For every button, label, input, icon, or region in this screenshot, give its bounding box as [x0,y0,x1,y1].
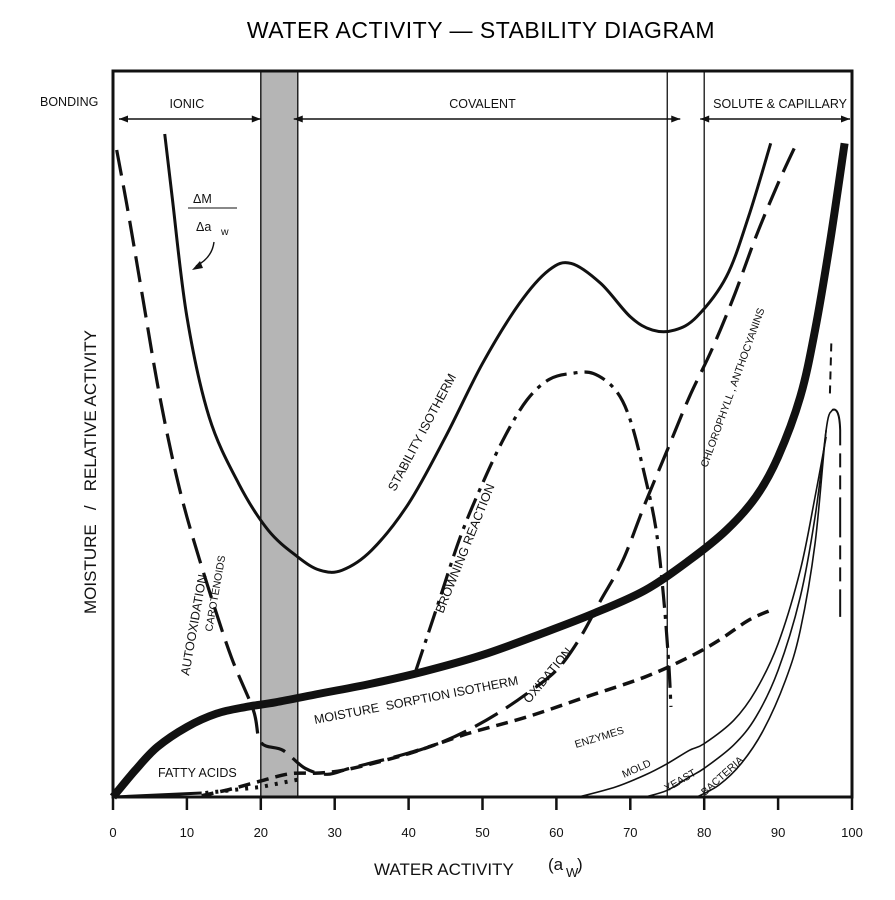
series-autooxidation-carotenoids [115,149,439,776]
data-series [109,133,849,800]
series-stability-isotherm [163,133,773,574]
series-oxidation-chlorophyll-anthocyanins [408,142,799,756]
derivative-annotation: ΔM Δa w [188,192,237,270]
x-tick-label: 10 [180,825,194,840]
shaded-transition-band [260,70,299,798]
curved-arrow-icon [195,241,215,267]
series-mold [578,436,827,798]
x-axis-symbol-close: ) [577,855,583,874]
x-tick-label: 60 [549,825,563,840]
delta-aw-subscript: w [220,226,229,238]
arrowhead-icon [119,115,128,123]
curve-labels: STABILITY ISOTHERM BROWNING REACTION AUT… [158,306,767,798]
label-yeast: YEAST [663,767,699,795]
delta-aw-label: Δa [196,220,211,234]
series-fatty-acids [112,791,202,799]
arrowhead-icon [700,115,710,123]
label-oxidation: OXIDATION [521,645,575,706]
series-bacteria-top-dash [828,343,833,397]
x-tick-label: 20 [254,825,268,840]
series-bacteria-tail [831,408,842,617]
x-axis-label: WATER ACTIVITY [374,860,514,879]
x-axis-symbol-sub: W [566,865,579,880]
series-moisture-sorption-isotherm [109,142,849,800]
delta-m-label: ΔM [193,192,212,206]
chart-title: WATER ACTIVITY — STABILITY DIAGRAM [247,17,715,43]
series-fatty-acids-dotted [205,777,299,795]
series-enzymes [201,608,772,798]
x-tick-label: 70 [623,825,637,840]
x-axis-symbol: (a [548,855,564,874]
x-tick-label: 30 [327,825,341,840]
series-bacteria [696,409,833,798]
x-tick-label: 0 [109,825,116,840]
bonding-regions: IONIC COVALENT SOLUTE & CAPILLARY [119,97,850,123]
x-tick-label: 50 [475,825,489,840]
x-tick-label: 100 [841,825,863,840]
y-axis-label: MOISTURE / RELATIVE ACTIVITY [81,330,100,614]
bonding-region-label: SOLUTE & CAPILLARY [713,97,848,111]
label-mold: MOLD [620,757,653,780]
x-tick-label: 90 [771,825,785,840]
label-browning-reaction: BROWNING REACTION [433,482,498,615]
x-axis-ticks: 0 10 20 30 40 50 60 70 80 90 100 [109,797,863,840]
label-enzymes: ENZYMES [573,725,625,751]
label-bacteria: BACTERIA [699,754,746,798]
bonding-label: BONDING [40,95,98,109]
series-yeast [644,430,827,798]
region-divider-lines [666,71,705,797]
label-chlorophyll: CHLOROPHYLL , ANTHOCYANINS [699,306,768,469]
label-fatty-acids: FATTY ACIDS [158,766,237,780]
arrowhead-icon [293,115,303,123]
x-tick-label: 80 [697,825,711,840]
bonding-region-label: COVALENT [449,97,516,111]
arrowhead-icon [671,115,681,123]
series-browning-reaction [414,370,673,708]
arrowhead-icon [251,115,261,123]
label-carotenoids: CAROTENOIDS [203,555,228,633]
arrowhead-icon [192,261,203,270]
arrowhead-icon [841,115,850,123]
x-tick-label: 40 [401,825,415,840]
bonding-region-label: IONIC [170,97,205,111]
